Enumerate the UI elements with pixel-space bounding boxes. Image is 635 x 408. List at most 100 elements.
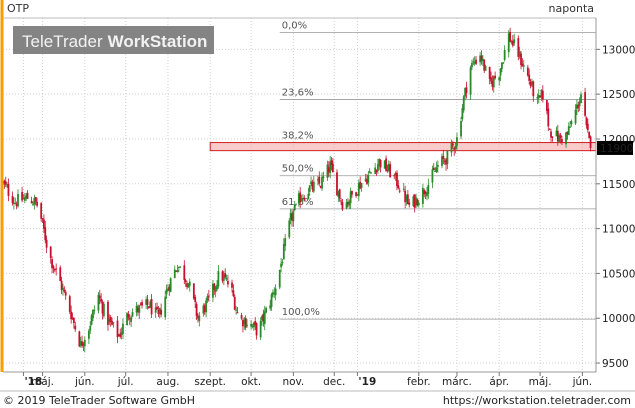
candle-body xyxy=(78,331,81,347)
x-tick-label: febr. xyxy=(407,376,431,388)
y-tick-label: 13000 xyxy=(602,44,635,56)
candle-body xyxy=(322,176,325,179)
candle-body xyxy=(246,324,248,326)
candle-body xyxy=(150,299,153,315)
candle-body xyxy=(374,167,377,174)
candle-body xyxy=(4,181,7,185)
candle-body xyxy=(528,74,531,81)
candle-body xyxy=(446,150,449,165)
candle-body xyxy=(22,198,25,200)
candle-body xyxy=(224,273,227,278)
candle-body xyxy=(531,81,533,85)
candle-body xyxy=(176,270,179,273)
candle-body xyxy=(492,76,495,88)
candle-body xyxy=(41,218,44,220)
candle-body xyxy=(243,319,246,325)
candle-body xyxy=(329,161,332,173)
y-tick-label: 12500 xyxy=(602,89,635,101)
candle-body xyxy=(188,281,191,286)
candle-body xyxy=(197,316,199,319)
candle-body xyxy=(157,310,160,315)
fib-label: 100,0% xyxy=(282,307,320,318)
candle-body xyxy=(82,344,85,346)
candle-body xyxy=(26,192,29,199)
candle-body xyxy=(55,268,58,270)
candle-body xyxy=(68,296,71,312)
candle-body xyxy=(317,179,319,181)
candle-body xyxy=(550,131,552,138)
x-tick-label: okt. xyxy=(241,376,261,388)
candle-body xyxy=(532,81,535,97)
candle-body xyxy=(51,259,53,269)
candle-body xyxy=(569,126,571,128)
fib-label: 0,0% xyxy=(282,20,307,31)
candle-body xyxy=(357,183,360,197)
candle-body xyxy=(584,92,586,116)
candle-body xyxy=(202,305,205,314)
candle-body xyxy=(160,309,163,315)
candle-body xyxy=(282,244,285,260)
candle-body xyxy=(231,282,233,288)
candle-body xyxy=(175,270,178,272)
last-price-tag: 11900 xyxy=(597,140,633,155)
candle-body xyxy=(72,318,75,324)
candle-body xyxy=(138,305,141,313)
candle-body xyxy=(461,108,464,119)
candle-body xyxy=(30,200,33,204)
candle-body xyxy=(198,315,201,321)
candle-body xyxy=(406,194,409,205)
candle-body xyxy=(127,313,130,318)
candle-body xyxy=(213,283,216,290)
candle-body xyxy=(327,167,330,173)
candle-body xyxy=(272,292,274,295)
candle-body xyxy=(473,62,476,64)
candle-body xyxy=(156,306,158,310)
candle-body xyxy=(415,197,417,206)
candle-body xyxy=(221,271,224,281)
candle-body xyxy=(32,204,34,206)
candle-body xyxy=(389,164,392,178)
x-tick-label: máj. xyxy=(529,376,552,388)
candle-body xyxy=(158,307,161,315)
candle-body xyxy=(270,294,273,307)
candle-body xyxy=(293,204,296,211)
candle-body xyxy=(311,182,314,190)
period-label[interactable]: naponta xyxy=(549,2,594,15)
y-tick-label: 10000 xyxy=(602,313,635,325)
candle-body xyxy=(53,268,56,271)
candle-body xyxy=(74,325,77,330)
candle-body xyxy=(177,266,180,268)
candle-body xyxy=(580,94,582,103)
candle-body xyxy=(355,192,357,197)
source-url[interactable]: https://workstation.teletrader.com xyxy=(443,394,631,407)
candle-body xyxy=(432,167,435,171)
candle-body xyxy=(128,318,131,320)
candle-body xyxy=(60,280,63,290)
candle-body xyxy=(119,333,122,337)
fib-label: 23,6% xyxy=(282,88,314,99)
candle-body xyxy=(469,67,472,95)
candle-body xyxy=(556,130,559,142)
candle-body xyxy=(126,313,128,326)
candle-body xyxy=(539,95,542,97)
candle-body xyxy=(494,75,497,79)
candle-body xyxy=(194,296,197,302)
candle-body xyxy=(483,59,486,71)
candles xyxy=(2,27,592,353)
candle-body xyxy=(507,33,510,53)
candle-body xyxy=(412,196,415,207)
candle-body xyxy=(149,301,152,308)
support-zone[interactable] xyxy=(209,142,597,152)
candle-body xyxy=(589,136,592,148)
candle-body xyxy=(281,261,284,263)
candle-body xyxy=(321,177,323,189)
candle-body xyxy=(566,131,569,135)
candle-body xyxy=(269,305,272,309)
candle-body xyxy=(292,211,295,222)
fib-label: 61,8% xyxy=(282,197,314,208)
watermark-brand-light: TeleTrader xyxy=(22,32,103,51)
candle-body xyxy=(212,283,214,298)
